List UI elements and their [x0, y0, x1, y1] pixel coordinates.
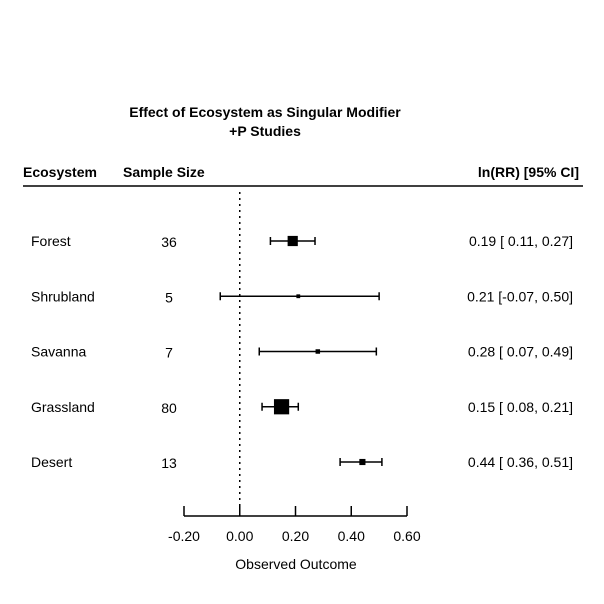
x-tick-label: 0.40 [338, 528, 365, 544]
x-axis-label: Observed Outcome [235, 556, 357, 572]
study-row: Forest 36 0.19 [ 0.11, 0.27] [31, 233, 573, 250]
x-axis: -0.20 0.00 0.20 0.40 0.60 [168, 506, 421, 544]
sample-size-value: 7 [165, 345, 173, 361]
x-tick-label: 0.60 [393, 528, 420, 544]
study-row: Savanna 7 0.28 [ 0.07, 0.49] [31, 344, 573, 361]
ecosystem-label: Forest [31, 233, 71, 249]
study-row: Grassland 80 0.15 [ 0.08, 0.21] [31, 399, 573, 416]
ecosystem-label: Desert [31, 454, 72, 470]
point-estimate-marker [273, 399, 290, 415]
point-estimate-marker [296, 294, 301, 299]
header-estimate: ln(RR) [95% CI] [478, 164, 579, 180]
point-estimate-marker [287, 235, 298, 247]
header-ecosystem: Ecosystem [23, 164, 97, 180]
point-estimate-marker [315, 349, 321, 354]
chart-subtitle: +P Studies [229, 123, 301, 139]
ecosystem-label: Shrubland [31, 288, 95, 304]
sample-size-value: 13 [161, 455, 177, 471]
study-row: Shrubland 5 0.21 [-0.07, 0.50] [31, 288, 573, 305]
estimate-ci-text: 0.28 [ 0.07, 0.49] [468, 344, 573, 360]
ecosystem-label: Savanna [31, 344, 86, 360]
estimate-ci-text: 0.44 [ 0.36, 0.51] [468, 454, 573, 470]
estimate-ci-text: 0.21 [-0.07, 0.50] [467, 288, 573, 304]
header-sample-size: Sample Size [123, 164, 205, 180]
sample-size-value: 36 [161, 234, 177, 250]
sample-size-value: 5 [165, 289, 173, 305]
estimate-ci-text: 0.19 [ 0.11, 0.27] [469, 233, 573, 249]
x-tick-label: 0.00 [226, 528, 253, 544]
ecosystem-label: Grassland [31, 399, 95, 415]
chart-title: Effect of Ecosystem as Singular Modifier [129, 104, 401, 120]
estimate-ci-text: 0.15 [ 0.08, 0.21] [468, 399, 573, 415]
point-estimate-marker [359, 458, 366, 466]
x-tick-label: -0.20 [168, 528, 200, 544]
study-rows: Forest 36 0.19 [ 0.11, 0.27] Shrubland 5 0.21… [31, 233, 573, 471]
study-row: Desert 13 0.44 [ 0.36, 0.51] [31, 454, 573, 471]
x-tick-label: 0.20 [282, 528, 309, 544]
sample-size-value: 80 [161, 400, 177, 416]
